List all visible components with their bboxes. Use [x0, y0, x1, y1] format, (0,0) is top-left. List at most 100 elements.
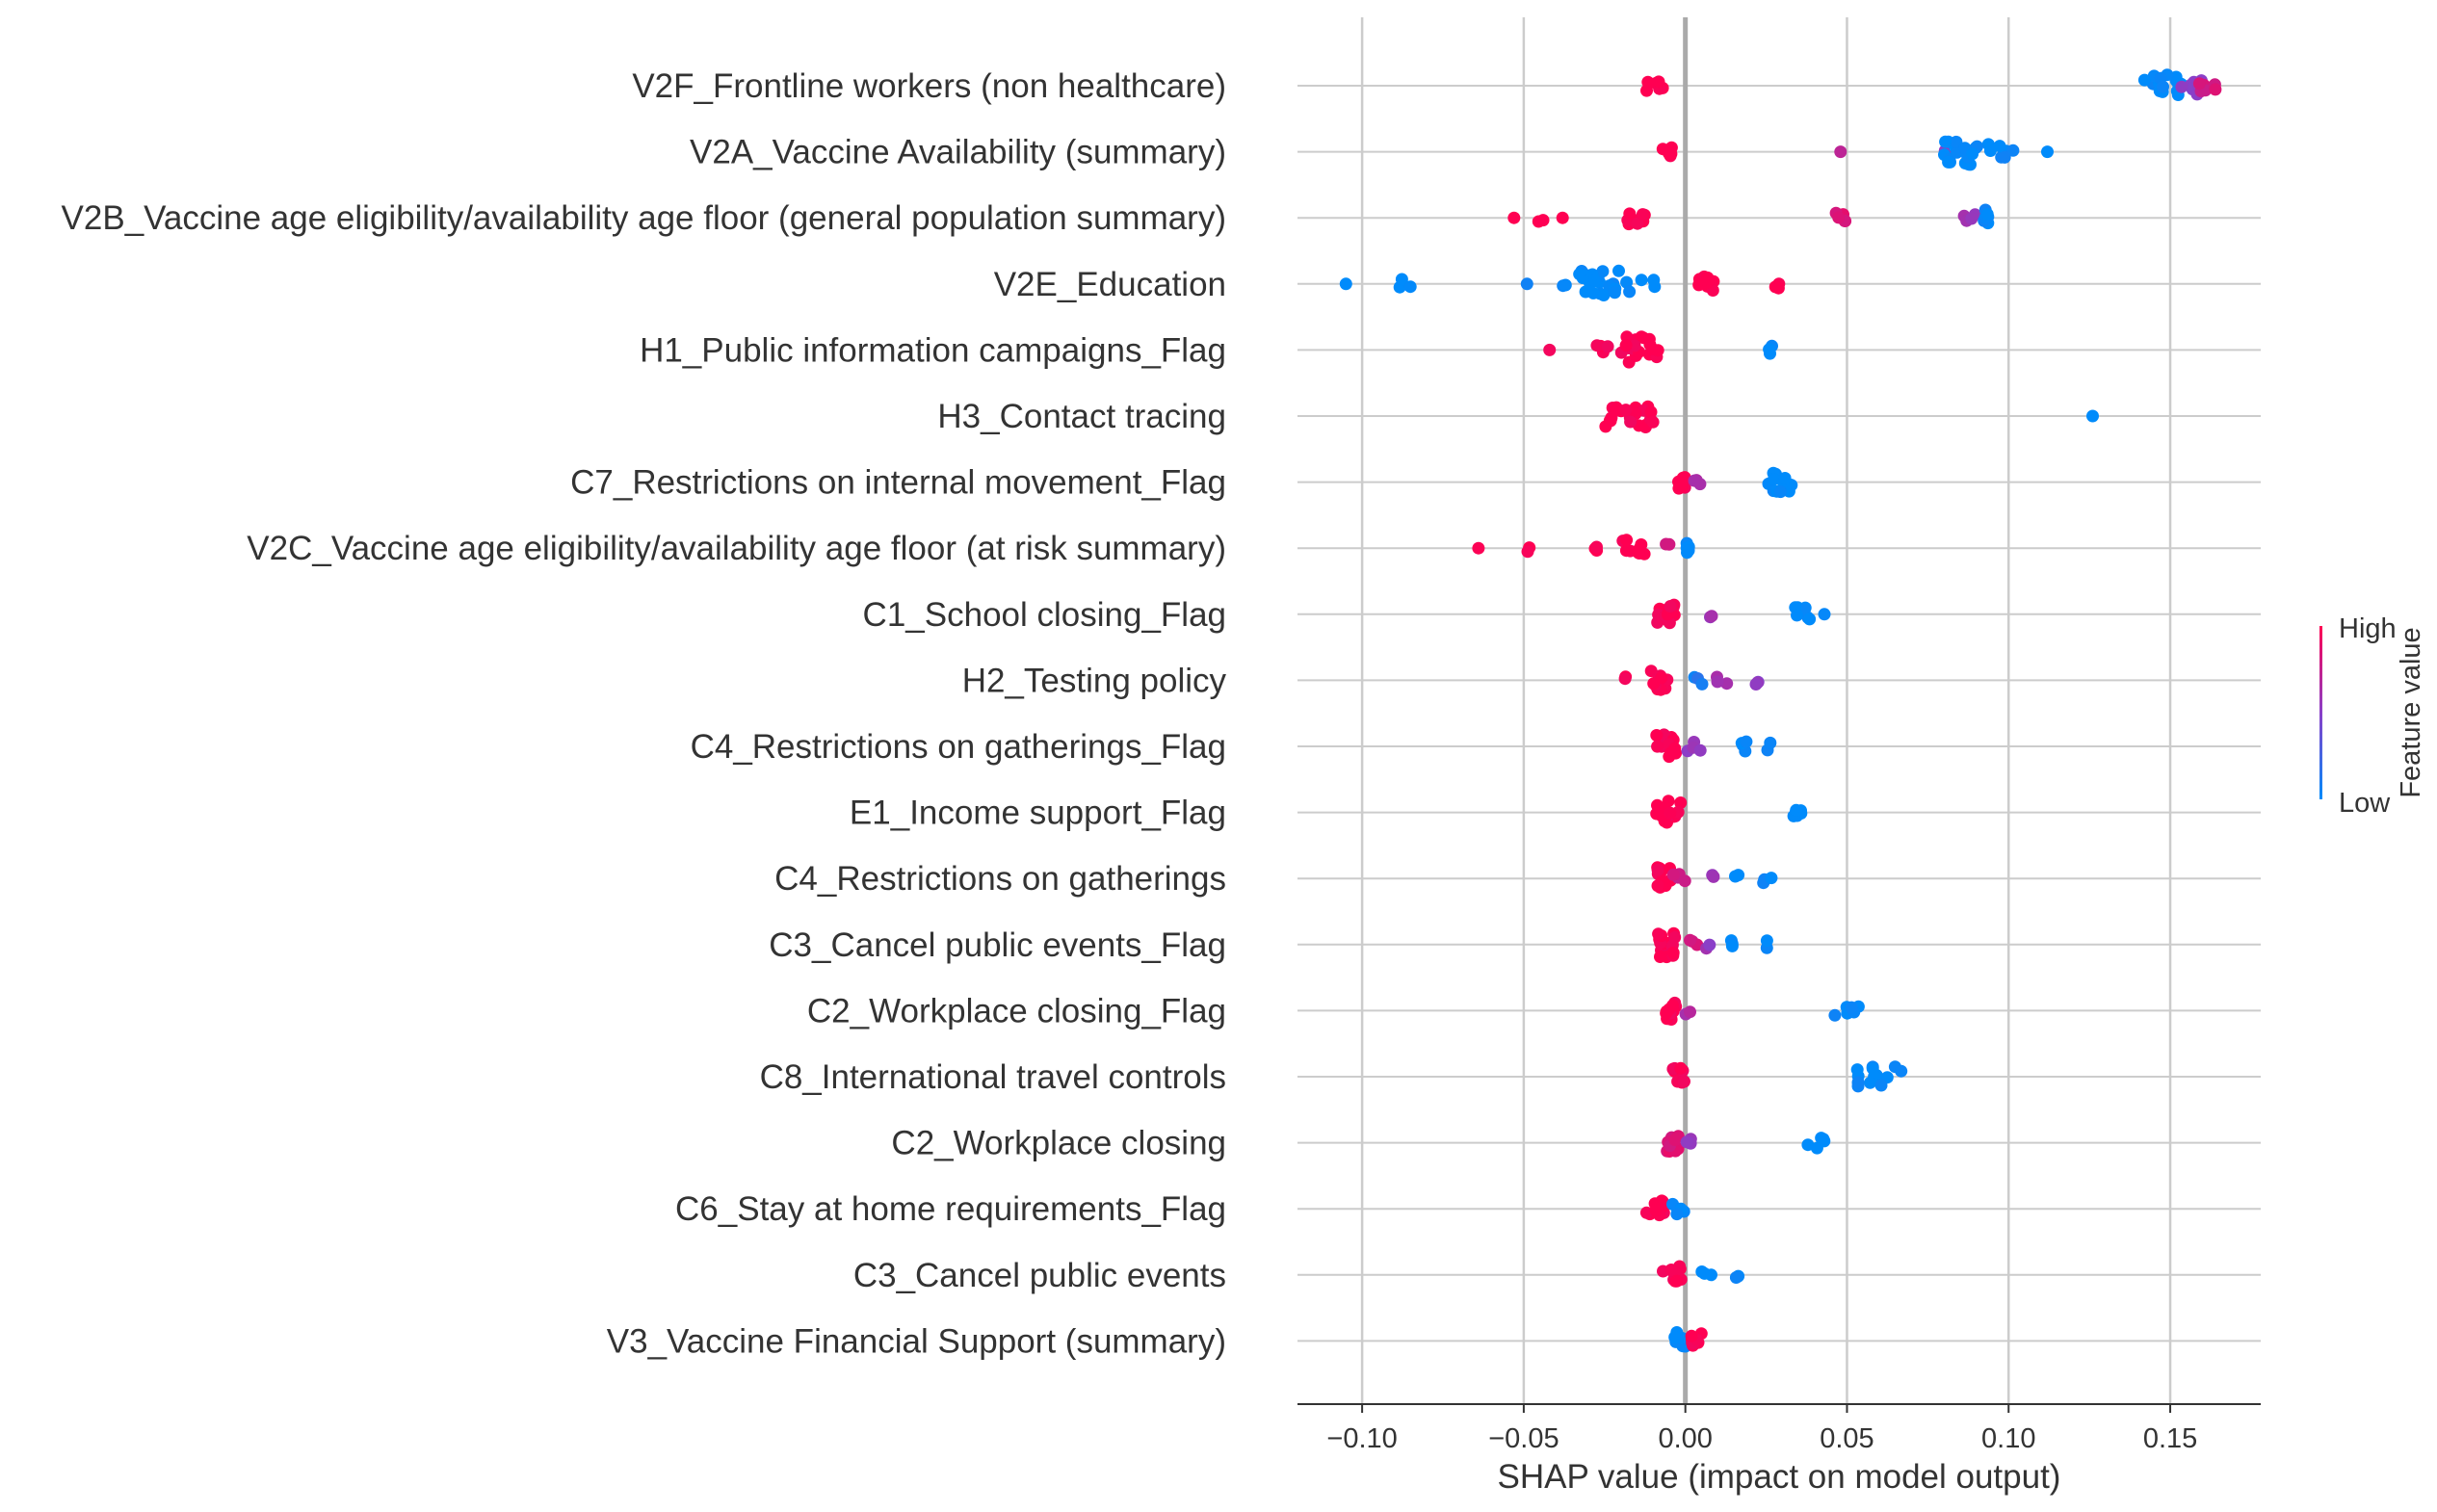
- shap-point: [1705, 1268, 1717, 1282]
- shap-point: [1631, 217, 1644, 230]
- shap-point: [2086, 409, 2099, 423]
- shap-point: [1701, 275, 1715, 289]
- shap-point: [1652, 75, 1665, 89]
- shap-point: [1828, 1008, 1842, 1022]
- shap-point: [1620, 275, 1634, 289]
- shap-point: [1675, 1331, 1689, 1344]
- shap-point: [1664, 141, 1678, 154]
- shap-point: [1507, 211, 1521, 224]
- shap-point: [1650, 807, 1664, 821]
- feature-label: V3_Vaccine Financial Support (summary): [607, 1322, 1226, 1360]
- x-axis: −0.10 −0.05 0.00 0.05 0.10 0.15: [1297, 1403, 2261, 1454]
- feature-label: V2A_Vaccine Availability (summary): [690, 134, 1226, 171]
- feature-label: C2_Workplace closing: [891, 1125, 1226, 1162]
- feature-label: V2B_Vaccine age eligibility/availability…: [62, 199, 1226, 237]
- shap-point: [1619, 404, 1633, 417]
- shap-point: [2175, 80, 2188, 93]
- shap-point: [1760, 934, 1773, 948]
- grid-lines: [1360, 17, 2172, 1404]
- shap-point: [1624, 415, 1638, 429]
- shap-point: [1729, 870, 1742, 883]
- shap-point: [1864, 1076, 1876, 1089]
- shap-point: [1664, 746, 1677, 760]
- shap-point: [1749, 678, 1763, 691]
- shap-point: [1586, 286, 1600, 300]
- shap-point: [1705, 610, 1718, 623]
- shap-point: [1666, 868, 1680, 881]
- feature-label: C3_Cancel public events_Flag: [769, 926, 1226, 964]
- shap-point: [1472, 541, 1485, 555]
- shap-point: [1950, 135, 1963, 148]
- feature-label: C2_Workplace closing_Flag: [807, 992, 1226, 1030]
- shap-point: [1677, 1075, 1690, 1088]
- feature-label: V2C_Vaccine age eligibility/availability…: [247, 530, 1226, 567]
- shap-point: [2041, 145, 2054, 159]
- colorbar-title: Feature value: [2396, 627, 2426, 797]
- shap-point: [1768, 473, 1781, 485]
- shap-point: [1666, 946, 1680, 959]
- x-axis-label: SHAP value (impact on model output): [1498, 1458, 2061, 1496]
- shap-point: [1725, 939, 1739, 952]
- shap-point: [1521, 545, 1534, 559]
- feature-label: C7_Restrictions on internal movement_Fla…: [570, 464, 1226, 502]
- shap-point: [1619, 339, 1633, 352]
- shap-point: [1664, 1264, 1678, 1277]
- shap-point: [1834, 145, 1847, 159]
- shap-point: [1983, 144, 1997, 157]
- shap-point: [1765, 872, 1778, 885]
- shap-point: [1520, 277, 1533, 291]
- colorbar-low-label: Low: [2339, 788, 2391, 819]
- feature-label: H3_Contact tracing: [937, 398, 1226, 435]
- x-tick-label: 0.05: [1820, 1423, 1874, 1454]
- shap-point: [1556, 211, 1569, 224]
- shap-point: [1619, 544, 1633, 558]
- feature-label: V2E_Education: [994, 266, 1226, 303]
- shap-point: [1644, 665, 1658, 678]
- shap-point: [1618, 672, 1632, 686]
- shap-point: [1646, 342, 1659, 355]
- shap-point: [1818, 608, 1831, 621]
- shap-point: [1654, 951, 1666, 963]
- shap-point: [1395, 273, 1408, 286]
- shap-point: [2006, 143, 2020, 157]
- x-tick-label: −0.10: [1326, 1423, 1397, 1454]
- shap-point: [1650, 729, 1664, 742]
- shap-point: [1655, 1194, 1668, 1208]
- shap-points: [1339, 68, 2222, 1353]
- feature-label: C3_Cancel public events: [853, 1257, 1226, 1294]
- shap-point: [1720, 677, 1734, 691]
- shap-point: [1817, 1133, 1830, 1146]
- shap-point: [1608, 286, 1621, 300]
- feature-label: C4_Restrictions on gatherings_Flag: [691, 728, 1226, 766]
- shap-point: [1573, 268, 1586, 281]
- shap-point: [1339, 277, 1352, 291]
- x-tick-label: 0.00: [1658, 1423, 1712, 1454]
- shap-point: [2157, 80, 2169, 93]
- shap-point: [1664, 806, 1677, 820]
- shap-point: [1676, 481, 1690, 494]
- shap-point: [1803, 613, 1817, 626]
- shap-point: [1647, 677, 1661, 691]
- shap-point: [1895, 1064, 1908, 1078]
- feature-label: C4_Restrictions on gatherings: [774, 860, 1226, 898]
- shap-point: [1942, 155, 1955, 169]
- feature-label: V2F_Frontline workers (non healthcare): [632, 67, 1226, 105]
- feature-label: H2_Testing policy: [962, 662, 1227, 699]
- shap-point: [1635, 274, 1648, 287]
- shap-point: [1965, 212, 1978, 225]
- shap-point: [1764, 736, 1777, 749]
- feature-rows: V2F_Frontline workers (non healthcare) V2…: [62, 67, 2261, 1360]
- shap-point: [1674, 1061, 1688, 1075]
- shap-point: [1651, 740, 1664, 753]
- shap-point: [2192, 77, 2206, 91]
- shap-point: [1635, 330, 1648, 344]
- feature-label: E1_Income support_Flag: [850, 795, 1226, 832]
- shap-point: [1684, 1005, 1696, 1019]
- shap-point: [1682, 544, 1695, 558]
- shap-point: [1773, 485, 1787, 499]
- shap-point: [1874, 1079, 1888, 1092]
- shap-point: [1998, 150, 2011, 164]
- shap-point: [1684, 933, 1696, 947]
- shap-point: [1939, 135, 1952, 148]
- shap-point: [2137, 73, 2151, 87]
